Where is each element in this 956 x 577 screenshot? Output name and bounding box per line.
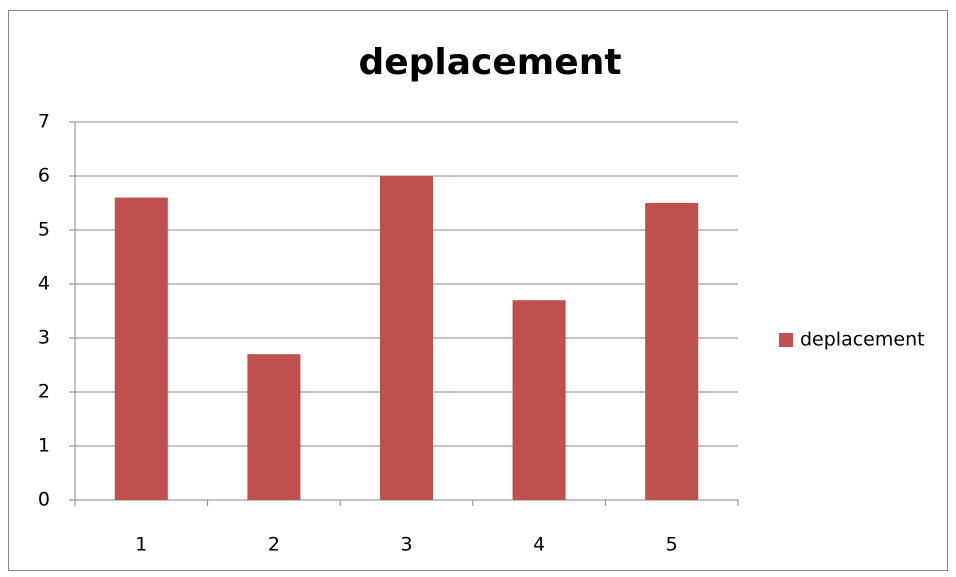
- bar: [379, 176, 434, 500]
- bar: [114, 197, 168, 500]
- x-tick-label: 4: [533, 534, 545, 556]
- y-tick-label: 4: [38, 273, 50, 295]
- y-tick-label: 3: [38, 327, 50, 349]
- y-tick-label: 0: [38, 489, 50, 511]
- y-tick-label: 1: [38, 435, 50, 457]
- legend-label: deplacement: [800, 329, 925, 351]
- chart-title: deplacement: [358, 42, 621, 83]
- y-tick-label: 5: [38, 219, 50, 241]
- y-tick-label: 2: [38, 381, 50, 403]
- y-tick-label: 7: [38, 111, 50, 133]
- y-tick-label: 6: [38, 165, 50, 187]
- x-tick-label: 1: [135, 534, 147, 556]
- bar: [247, 354, 301, 500]
- bar: [645, 203, 699, 500]
- x-tick-label: 3: [400, 534, 412, 556]
- x-tick-label: 2: [268, 534, 280, 556]
- x-tick-label: 5: [666, 534, 678, 556]
- legend-swatch: [779, 333, 793, 347]
- bar: [512, 300, 566, 500]
